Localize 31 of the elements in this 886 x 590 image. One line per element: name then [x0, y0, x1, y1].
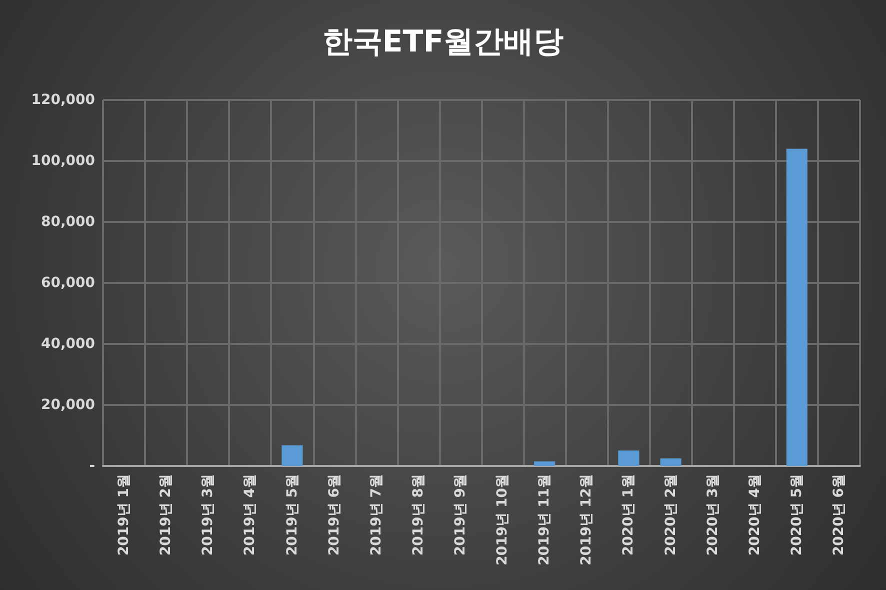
y-tick-label: 60,000 [40, 275, 96, 291]
x-tick-label: 2019년 6월 [326, 474, 342, 556]
y-tick-label: 80,000 [40, 214, 96, 230]
x-tick-label: 2019년 11월 [536, 474, 553, 566]
x-tick-label: 2020년 3월 [704, 474, 721, 556]
x-tick-label: 2019년 7월 [368, 474, 384, 556]
bar [618, 450, 640, 466]
x-tick-label: 2020년 2월 [662, 474, 679, 556]
x-tick-label: 2019년 2월 [158, 474, 174, 556]
y-tick-label: - [89, 458, 96, 474]
x-tick-label: 2019년 12월 [578, 474, 595, 566]
x-tick-label: 2019년 3월 [200, 474, 216, 556]
y-tick-label: 20,000 [40, 397, 96, 413]
bar [534, 461, 556, 466]
x-tick-label: 2020년 6월 [830, 474, 847, 556]
y-tick-label: 40,000 [40, 336, 96, 352]
y-tick-label: 100,000 [31, 153, 96, 169]
x-tick-label: 2020년 5월 [788, 474, 805, 556]
x-tick-label: 2019년 1월 [116, 474, 132, 556]
x-tick-label: 2020년 1월 [620, 474, 637, 556]
bar [660, 458, 682, 466]
bar [282, 445, 303, 466]
x-tick-label: 2020년 4월 [746, 474, 763, 556]
chart-title: 한국ETF월간배당 [322, 24, 564, 60]
x-tick-label: 2019년 9월 [452, 474, 468, 556]
x-tick-label: 2019년 10월 [494, 474, 511, 566]
bar [786, 148, 808, 466]
x-tick-label: 2019년 4월 [242, 474, 258, 556]
x-tick-label: 2019년 5월 [284, 474, 300, 556]
y-tick-label: 120,000 [31, 92, 96, 108]
x-tick-label: 2019년 8월 [410, 474, 426, 556]
